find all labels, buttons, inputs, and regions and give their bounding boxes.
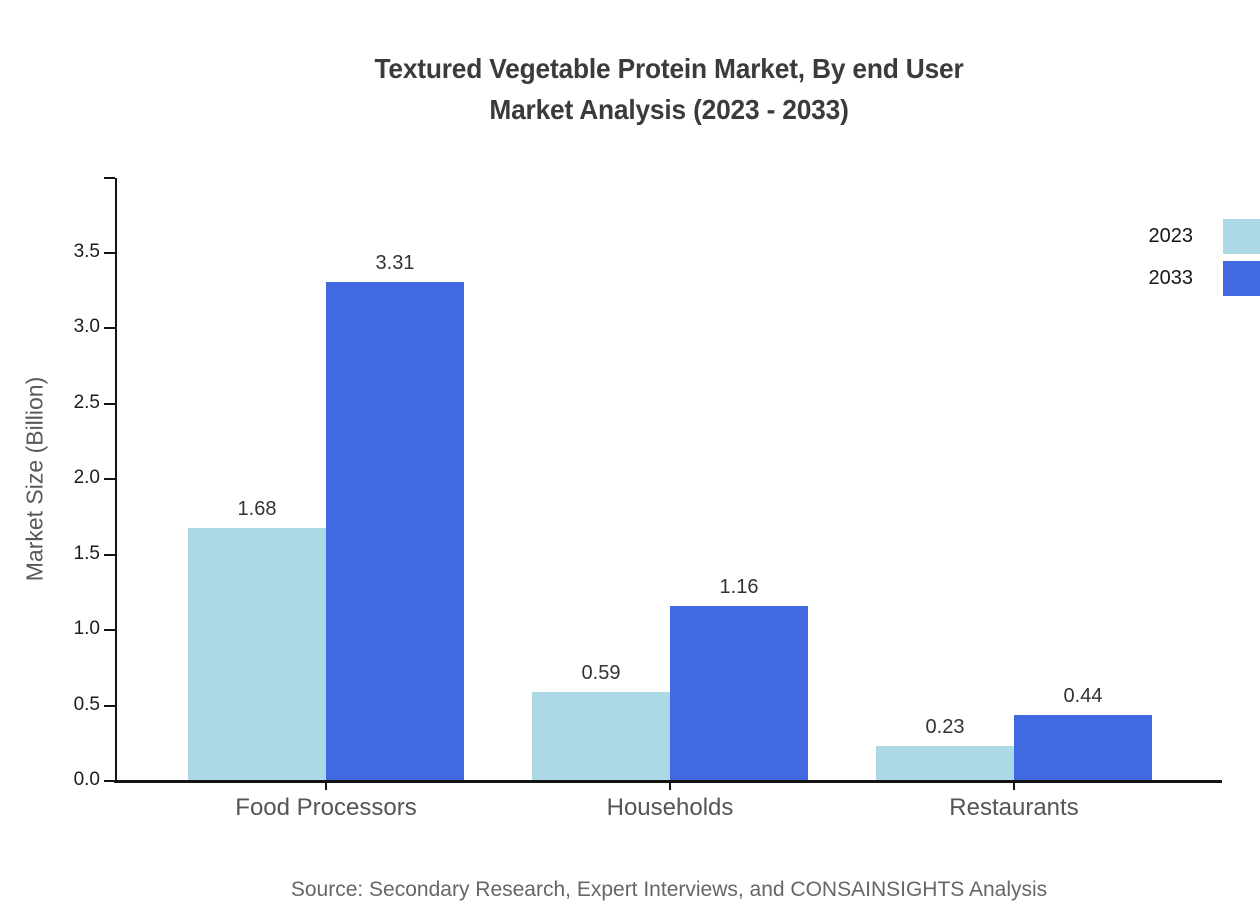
y-axis-spine (115, 177, 117, 783)
legend-label: 2033 (1148, 267, 1194, 289)
bar-value-label: 0.44 (1063, 684, 1103, 707)
bar-value-label: 1.68 (237, 497, 277, 520)
y-tick-label: 2.5 (73, 391, 100, 413)
x-category-label-food-processors: Food Processors (235, 794, 417, 821)
y-axis-top-tick (104, 176, 115, 179)
y-tick (104, 704, 115, 707)
x-axis-line (114, 780, 1222, 783)
bar-value-label: 1.16 (719, 576, 759, 598)
legend-label: 2023 (1148, 225, 1194, 247)
chart-title-line1: Textured Vegetable Protein Market, By en… (374, 53, 964, 84)
legend-item-2033: 2033 (1040, 261, 1260, 296)
legend-item-2023: 2023 (1040, 219, 1260, 254)
y-tick (104, 553, 115, 556)
y-tick-label: 3.0 (73, 316, 100, 338)
x-category-label-restaurants: Restaurants (949, 794, 1079, 821)
bar-2023-food-processors (188, 527, 326, 781)
legend-swatch-2033 (1223, 261, 1260, 296)
y-tick-label: 0.5 (73, 693, 100, 715)
legend-swatch-2023 (1223, 219, 1260, 254)
bar-2033-households (670, 606, 808, 781)
y-tick (104, 629, 115, 632)
y-tick-label: 1.0 (73, 618, 100, 640)
y-tick-label: 2.0 (73, 467, 100, 489)
bar-2033-food-processors (326, 281, 464, 781)
bar-value-label: 0.23 (925, 716, 965, 739)
bar-value-label: 3.31 (375, 251, 415, 274)
y-tick (104, 327, 115, 330)
chart-title: Textured Vegetable Protein Market, By en… (149, 48, 1189, 130)
bar-2033-restaurants (1014, 714, 1152, 781)
y-tick (104, 780, 115, 782)
bar-2023-households (532, 691, 670, 781)
y-tick-label: 3.5 (73, 240, 100, 262)
x-category-label-households: Households (606, 794, 734, 821)
y-tick (104, 251, 115, 254)
x-tick (1013, 781, 1015, 790)
x-tick (669, 781, 671, 790)
legend: 2023 2033 (1040, 219, 1260, 303)
x-tick (325, 781, 327, 790)
y-tick-label: 1.5 (73, 542, 100, 564)
y-tick (104, 478, 115, 481)
bar-value-label: 0.59 (581, 661, 621, 684)
chart-title-line2: Market Analysis (2023 - 2033) (489, 94, 849, 125)
source-note: Source: Secondary Research, Expert Inter… (290, 878, 1048, 901)
y-tick-label: 0.0 (73, 769, 100, 790)
y-tick (104, 402, 115, 405)
bar-2023-restaurants (876, 746, 1014, 781)
